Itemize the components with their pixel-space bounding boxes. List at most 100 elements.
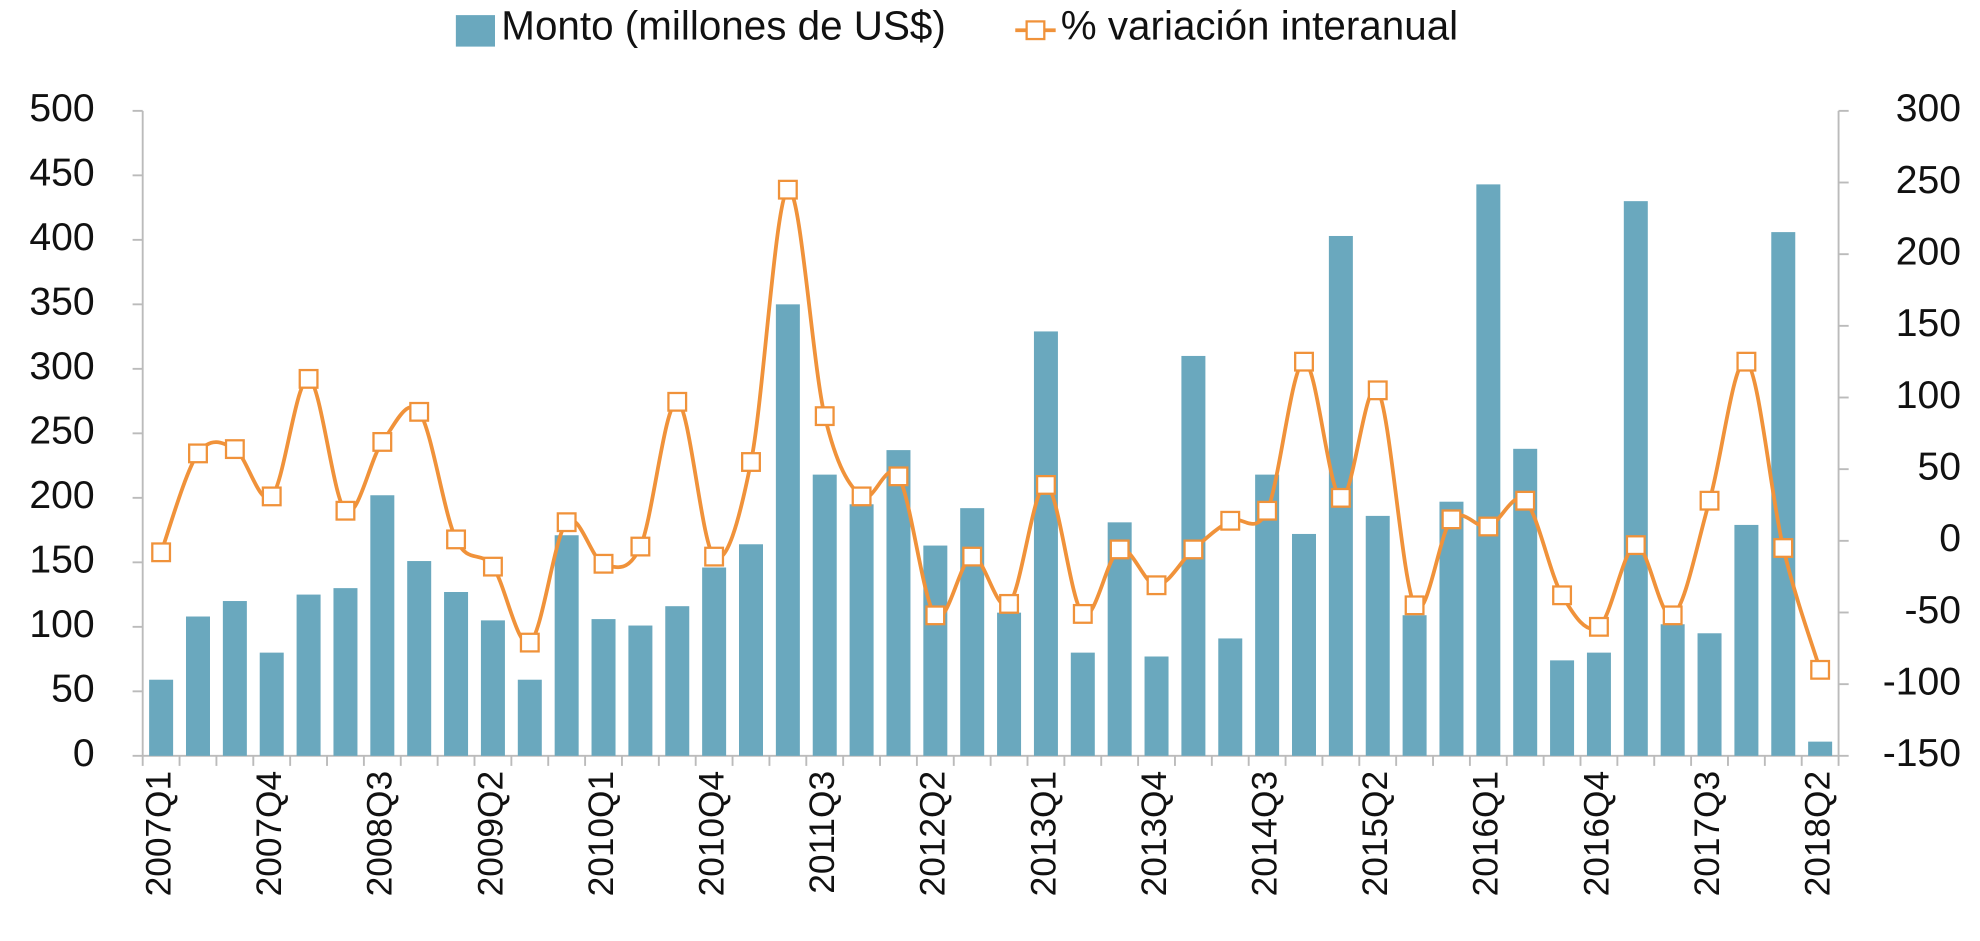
bar	[1402, 615, 1427, 756]
line-marker	[1146, 575, 1167, 596]
line-marker	[1736, 351, 1757, 372]
line-marker	[261, 486, 282, 507]
line-marker	[372, 431, 393, 452]
y2-tick-label: 200	[1896, 231, 1961, 274]
bar	[1623, 201, 1648, 756]
bar	[1771, 232, 1796, 756]
bar	[1513, 448, 1538, 756]
bar	[849, 504, 874, 756]
x-tick-label: 2010Q4	[692, 771, 731, 896]
bar	[1808, 741, 1833, 756]
bar	[997, 612, 1022, 756]
line-marker	[777, 179, 798, 200]
bar	[370, 495, 395, 756]
line-marker	[1183, 539, 1204, 560]
line-marker	[851, 486, 872, 507]
bar	[812, 474, 837, 756]
y2-tick-label: 150	[1896, 302, 1961, 345]
line-marker	[1810, 659, 1831, 680]
x-tick-label: 2013Q4	[1135, 771, 1174, 896]
line-marker	[1035, 474, 1056, 495]
line-marker	[1478, 516, 1499, 537]
bar	[628, 625, 653, 756]
line-marker	[446, 529, 467, 550]
line-marker	[704, 546, 725, 567]
bar	[591, 619, 616, 756]
line-marker	[962, 546, 983, 567]
x-tick-label: 2012Q2	[914, 771, 953, 896]
line-marker	[519, 632, 540, 653]
y2-tick-label: 50	[1918, 446, 1962, 489]
line-marker	[1220, 510, 1241, 531]
y-tick-label: 0	[73, 732, 95, 775]
line-marker	[999, 593, 1020, 614]
y-tick-label: 50	[51, 668, 95, 711]
x-tick-label: 2016Q4	[1577, 771, 1616, 896]
y-tick-label: 500	[29, 87, 94, 130]
line-marker	[1257, 500, 1278, 521]
line-marker	[1294, 351, 1314, 372]
bar	[1033, 331, 1058, 756]
bar	[1439, 501, 1464, 756]
x-tick-label: 2007Q1	[139, 771, 178, 896]
y2-tick-label: 0	[1939, 517, 1961, 560]
line-marker	[482, 556, 503, 577]
line-marker	[556, 512, 577, 533]
line-marker	[224, 439, 245, 460]
y2-tick-label: 300	[1896, 87, 1961, 130]
line-marker	[1072, 603, 1093, 624]
legend-swatch	[455, 15, 495, 47]
bar	[185, 616, 210, 756]
bar	[923, 545, 948, 756]
line-marker	[1588, 616, 1609, 637]
bar	[960, 508, 985, 756]
y2-tick-label: -150	[1883, 732, 1961, 775]
bar	[222, 601, 247, 756]
bar	[480, 620, 505, 756]
x-tick-label: 2017Q3	[1688, 771, 1727, 896]
bar	[1218, 638, 1243, 756]
line-marker	[409, 401, 430, 422]
bar	[702, 567, 727, 756]
line-marker	[335, 500, 356, 521]
x-tick-label: 2011Q3	[803, 771, 842, 894]
line-marker	[1625, 535, 1646, 556]
line-marker	[1662, 605, 1683, 626]
bar	[1734, 524, 1759, 756]
x-tick-label: 2018Q2	[1798, 771, 1837, 896]
bar	[1660, 624, 1685, 756]
x-tick-label: 2015Q2	[1356, 771, 1395, 896]
line-marker	[1699, 490, 1720, 511]
line-marker	[1552, 585, 1573, 606]
bar	[775, 304, 800, 756]
y-tick-label: 350	[29, 281, 94, 324]
line-marker	[1367, 380, 1388, 401]
bar	[444, 592, 469, 756]
line-marker	[1773, 538, 1794, 558]
bar	[259, 652, 284, 756]
legend-label: % variación interanual	[1061, 3, 1458, 49]
line-marker	[1515, 490, 1536, 511]
line-marker	[741, 452, 761, 472]
line-marker	[667, 391, 688, 412]
x-tick-label: 2014Q3	[1245, 771, 1284, 896]
line-marker	[1109, 539, 1130, 560]
line-marker	[814, 406, 835, 427]
x-tick-label: 2010Q1	[582, 771, 621, 896]
bar	[554, 535, 579, 756]
bar	[333, 588, 358, 756]
line-marker	[188, 443, 208, 464]
legend: Monto (millones de US$) % variación inter…	[455, 3, 1458, 49]
bar	[1144, 656, 1169, 756]
line-marker	[630, 536, 651, 557]
bar	[665, 606, 690, 756]
bar	[1586, 652, 1611, 756]
line-marker	[1404, 595, 1425, 616]
bar	[886, 450, 911, 756]
x-tick-label: 2009Q2	[471, 771, 510, 896]
y-tick-label: 200	[29, 474, 94, 517]
y2-tick-label: -100	[1883, 661, 1961, 704]
bar	[1292, 533, 1316, 756]
y-tick-label: 100	[29, 603, 94, 646]
